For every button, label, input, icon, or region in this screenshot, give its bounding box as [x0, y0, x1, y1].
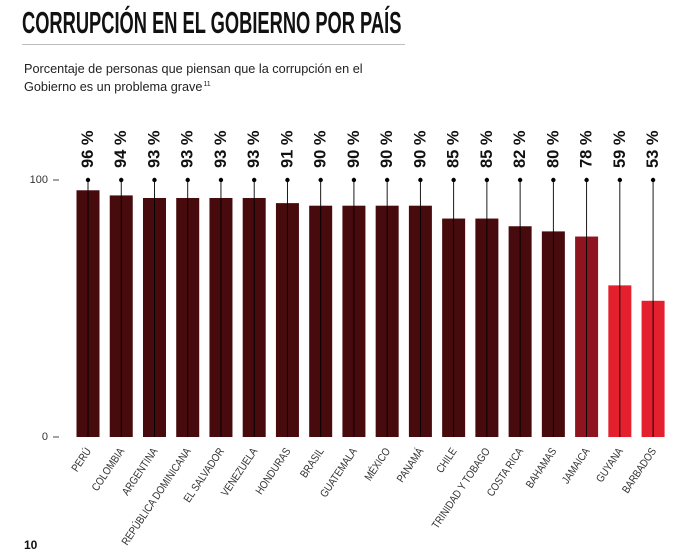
value-label-barbados: 53 % — [644, 130, 662, 168]
footnote-reference: 11 — [203, 81, 211, 88]
marker-dot-brasil — [318, 177, 323, 183]
marker-dot-panama — [418, 177, 423, 183]
marker-dot-el-salvador — [218, 177, 224, 183]
marker-dot-barbados — [650, 177, 656, 183]
value-label-argentina: 93 % — [145, 130, 163, 168]
value-label-colombia: 94 % — [112, 130, 130, 168]
chart-title: CORRUPCIÓN EN EL GOBIERNO POR PAÍS — [22, 5, 402, 40]
category-label-barbados: BARBADOS — [620, 446, 659, 496]
value-labels: 96 % 94 % 93 % 93 % 93 % 93 % 91 % 90 % 90 % 90 %… — [79, 130, 662, 168]
category-label-brasil: BRASIL — [298, 446, 327, 480]
category-label-panama: PANAMÁ — [393, 445, 426, 485]
value-label-guatemala: 90 % — [345, 130, 363, 168]
category-label-bahamas: BAHAMAS — [524, 446, 559, 491]
marker-dot-bahamas — [551, 177, 556, 183]
marker-dot-costa-rica — [517, 177, 523, 183]
category-label-colombia: COLOMBIA — [90, 446, 127, 494]
subtitle-line-2: Gobierno es un problema grave11 — [24, 78, 363, 96]
bars — [76, 190, 665, 437]
category-label-trinidad-y-tobago: TRINIDAD Y TOBAGO — [430, 446, 493, 531]
value-label-el-salvador: 93 % — [212, 130, 230, 168]
category-label-chile: CHILE — [435, 446, 460, 476]
value-label-jamaica: 78 % — [578, 130, 596, 168]
marker-dot-guyana — [617, 177, 623, 183]
marker-dot-peru — [85, 177, 91, 183]
y-axis: 100 0 — [30, 174, 59, 443]
value-label-costa-rica: 82 % — [511, 130, 529, 168]
marker-dot-republica-dominicana — [185, 177, 190, 183]
value-label-guyana: 59 % — [611, 130, 629, 168]
category-label-honduras: HONDURAS — [254, 446, 294, 497]
y-tick-label-100: 100 — [30, 174, 48, 186]
page-number: 10 — [24, 538, 38, 552]
marker-dot-jamaica — [584, 177, 589, 183]
category-label-peru: PERÚ — [68, 445, 94, 474]
value-label-panama: 90 % — [411, 130, 429, 168]
subtitle-line-1: Porcentaje de personas que piensan que l… — [24, 62, 363, 76]
value-label-chile: 85 % — [445, 130, 463, 168]
marker-dot-venezuela — [252, 177, 257, 183]
value-label-mexico: 90 % — [378, 130, 396, 168]
value-label-venezuela: 93 % — [245, 130, 263, 168]
category-label-mexico: MÉXICO — [361, 445, 393, 483]
category-label-jamaica: JAMAICA — [560, 446, 593, 486]
marker-dot-argentina — [152, 177, 157, 183]
value-label-peru: 96 % — [79, 130, 97, 168]
chart-subtitle: Porcentaje de personas que piensan que l… — [24, 60, 363, 96]
category-label-guyana: GUYANA — [595, 446, 627, 485]
value-label-republica-dominicana: 93 % — [179, 130, 197, 168]
value-label-bahamas: 80 % — [544, 130, 562, 168]
subtitle-line-2-text: Gobierno es un problema grave — [24, 80, 203, 94]
value-label-honduras: 91 % — [278, 130, 296, 168]
title-divider — [22, 44, 405, 45]
markers — [85, 177, 656, 437]
marker-dot-chile — [451, 177, 456, 183]
marker-dot-trinidad-y-tobago — [484, 177, 490, 183]
marker-dot-guatemala — [351, 177, 357, 183]
value-label-brasil: 90 % — [312, 130, 330, 168]
marker-dot-honduras — [285, 177, 290, 183]
marker-dot-mexico — [384, 177, 390, 183]
value-label-trinidad-y-tobago: 85 % — [478, 130, 496, 168]
y-tick-label-0: 0 — [42, 431, 48, 443]
marker-dot-colombia — [119, 177, 124, 183]
